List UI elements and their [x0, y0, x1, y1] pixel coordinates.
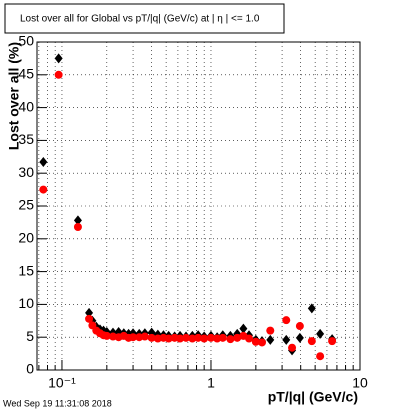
point [307, 303, 316, 314]
chart-title: Lost over all for Global vs pT/|q| (GeV/… [20, 14, 260, 25]
point [266, 326, 275, 335]
point [295, 332, 304, 343]
point [73, 222, 82, 231]
point [316, 352, 325, 361]
y-tick-label: 50 [18, 33, 34, 49]
y-tick-label: 0 [26, 361, 34, 377]
point [251, 337, 260, 346]
x-axis-label: pT/|q| (GeV/c) [268, 389, 358, 405]
point [164, 334, 173, 343]
y-tick-label: 40 [18, 98, 34, 114]
y-tick-label: 35 [18, 131, 34, 147]
point [73, 215, 82, 226]
y-tick-label: 10 [18, 295, 34, 311]
title-box [4, 3, 285, 34]
point [102, 331, 111, 340]
footer: Wed Sep 19 11:31:08 2018 [3, 398, 112, 408]
y-tick-label: 5 [26, 328, 34, 344]
point [129, 333, 138, 342]
point [266, 334, 275, 345]
y-tick-label: 15 [18, 262, 34, 278]
y-tick-label: 45 [18, 66, 34, 82]
point [194, 333, 203, 342]
x-tick-label: 10⁻¹ [48, 375, 76, 391]
point [85, 314, 94, 323]
y-tick-label: 30 [18, 164, 34, 180]
x-tick-label: 1 [207, 375, 215, 391]
point [218, 333, 227, 342]
y-tick-label: 25 [18, 197, 34, 213]
point [307, 337, 316, 346]
point [176, 334, 185, 343]
point [140, 332, 149, 341]
point [328, 337, 337, 346]
y-axis-label: Lost over all (%) [6, 42, 22, 150]
point [54, 70, 63, 79]
point [182, 333, 191, 342]
point [233, 333, 242, 342]
point [282, 334, 291, 345]
point [54, 53, 63, 64]
point [39, 185, 48, 194]
point [239, 323, 248, 334]
point [295, 322, 304, 331]
point [188, 334, 197, 343]
point [288, 343, 297, 352]
point [206, 333, 215, 342]
point [147, 333, 156, 342]
y-tick-label: 20 [18, 230, 34, 246]
point [245, 334, 254, 343]
point [39, 157, 48, 168]
point [258, 338, 267, 347]
point [316, 328, 325, 339]
point [200, 334, 209, 343]
point [226, 335, 235, 344]
x-tick-label: 10 [352, 375, 368, 391]
point [282, 316, 291, 325]
